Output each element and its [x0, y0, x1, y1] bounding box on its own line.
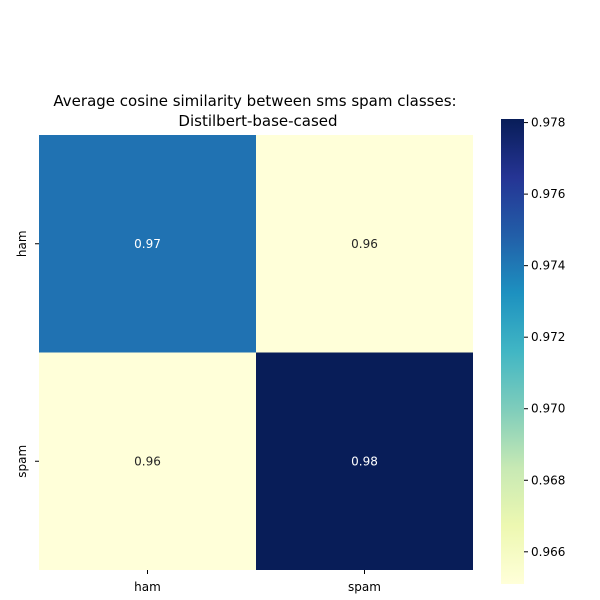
cell-value-label: 0.96 — [351, 237, 378, 251]
y-axis-ticks: ham spam — [15, 230, 39, 478]
colorbar-tick-label: 0.978 — [531, 116, 565, 130]
x-tick-label: ham — [134, 580, 161, 594]
heatmap-cell — [256, 135, 473, 353]
heatmap-cell — [39, 352, 256, 570]
colorbar-tick-label: 0.972 — [531, 330, 565, 344]
heatmap-cell — [39, 135, 256, 353]
chart-title-line-1: Average cosine similarity between sms sp… — [53, 92, 456, 110]
colorbar-tick-label: 0.974 — [531, 259, 565, 273]
colorbar-tick-label: 0.966 — [531, 545, 565, 559]
colorbar-tick-label: 0.968 — [531, 473, 565, 487]
cell-value-label: 0.96 — [134, 454, 161, 468]
cell-value-label: 0.98 — [351, 454, 378, 468]
x-axis-ticks: ham spam — [134, 570, 381, 594]
heatmap-cells: 0.97 0.96 0.96 0.98 — [39, 135, 473, 570]
colorbar-tick-label: 0.970 — [531, 402, 565, 416]
colorbar-ticks: 0.966 0.968 0.970 0.972 0.974 0.976 0.978 — [524, 116, 565, 559]
colorbar-tick-label: 0.976 — [531, 187, 565, 201]
x-tick-label: spam — [348, 580, 381, 594]
chart-title-line-2: Distilbert-base-cased — [178, 112, 337, 130]
cell-value-label: 0.97 — [134, 237, 161, 251]
colorbar — [501, 119, 524, 584]
y-tick-label: spam — [15, 445, 29, 478]
heatmap-cell — [256, 352, 473, 570]
y-tick-label: ham — [15, 230, 29, 257]
